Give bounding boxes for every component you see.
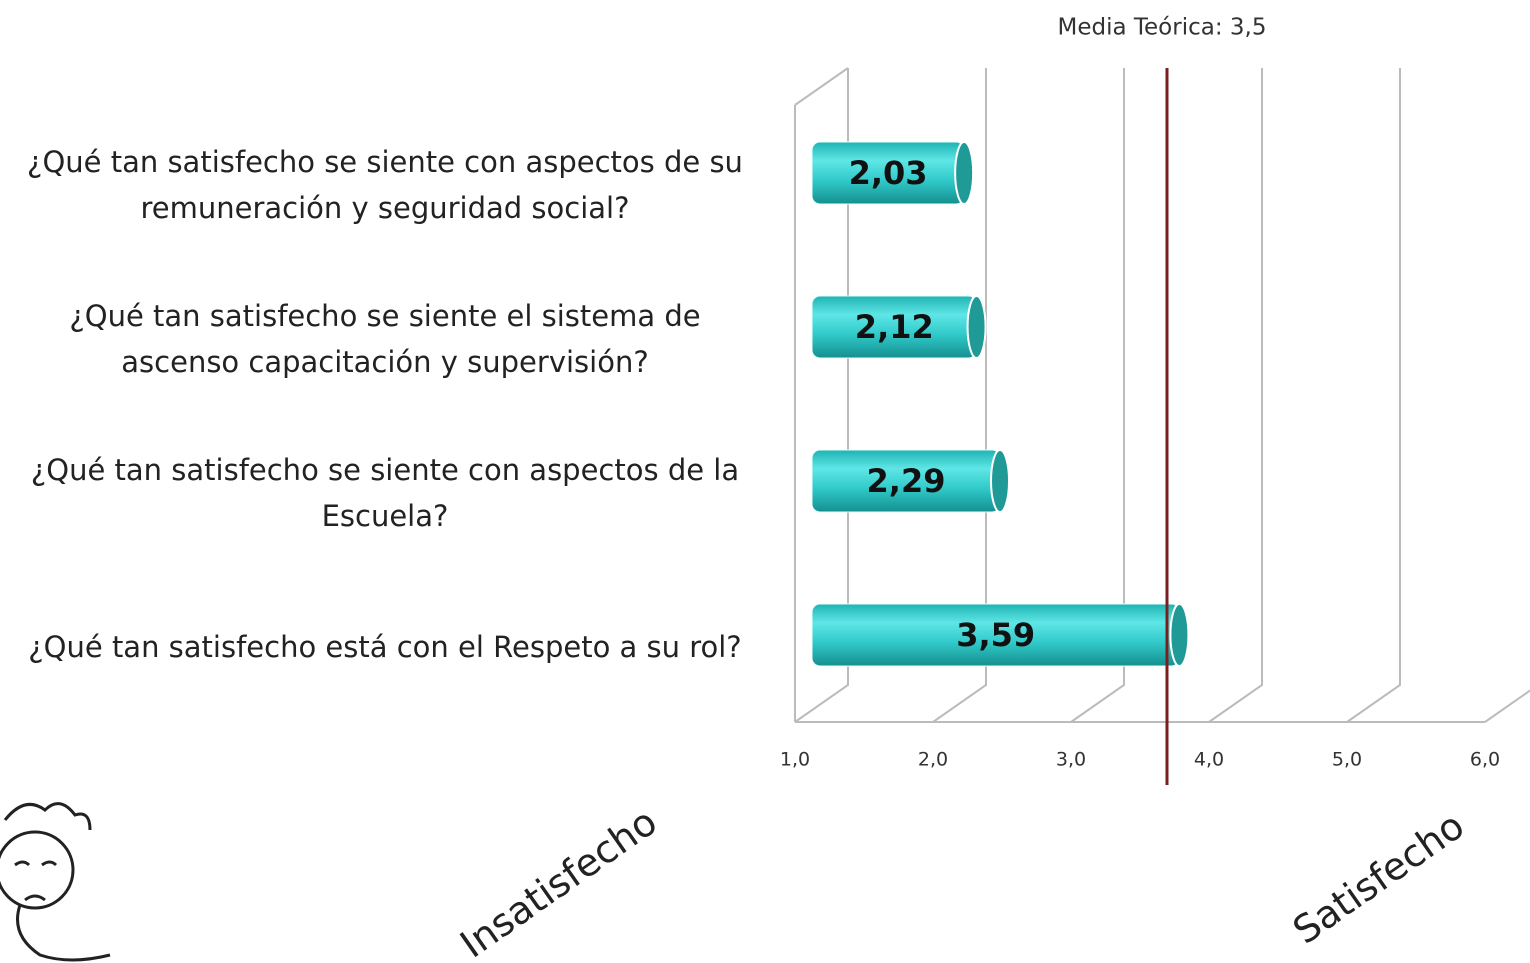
data-label: 3,59 — [956, 616, 1035, 654]
data-label: 2,03 — [849, 154, 928, 192]
wall-edge — [794, 67, 849, 106]
x-tick-label: 6,0 — [1470, 749, 1500, 771]
bar-cap — [966, 295, 987, 359]
category-label: ¿Qué tan satisfecho se siente el sistema… — [69, 299, 701, 379]
reference-label: Media Teórica: 3,5 — [1058, 15, 1267, 41]
grid-line — [1484, 689, 1530, 723]
grid-line — [1208, 68, 1263, 723]
x-tick-label: 3,0 — [1056, 749, 1086, 771]
x-tick-label: 5,0 — [1332, 749, 1362, 771]
x-tick-label: 4,0 — [1194, 749, 1224, 771]
bar-cap — [1169, 603, 1190, 667]
data-label: 2,12 — [855, 308, 934, 346]
x-tick-label: 1,0 — [780, 749, 810, 771]
grid-line — [1346, 68, 1401, 723]
category-label: ¿Qué tan satisfecho se siente con aspect… — [27, 145, 743, 225]
grid-line — [794, 68, 849, 723]
x-tick-label: 2,0 — [918, 749, 948, 771]
grid-line — [932, 68, 987, 723]
annotation: Satisfecho — [1285, 803, 1472, 952]
data-label: 2,29 — [867, 462, 946, 500]
grid-line — [1070, 68, 1125, 723]
category-label: ¿Qué tan satisfecho está con el Respeto … — [28, 630, 742, 664]
category-label: ¿Qué tan satisfecho se siente con aspect… — [30, 453, 740, 533]
cartoon — [0, 802, 111, 962]
bar-cap — [990, 449, 1011, 513]
annotation: Insatisfecho — [452, 799, 665, 963]
bar-cap — [954, 141, 975, 205]
